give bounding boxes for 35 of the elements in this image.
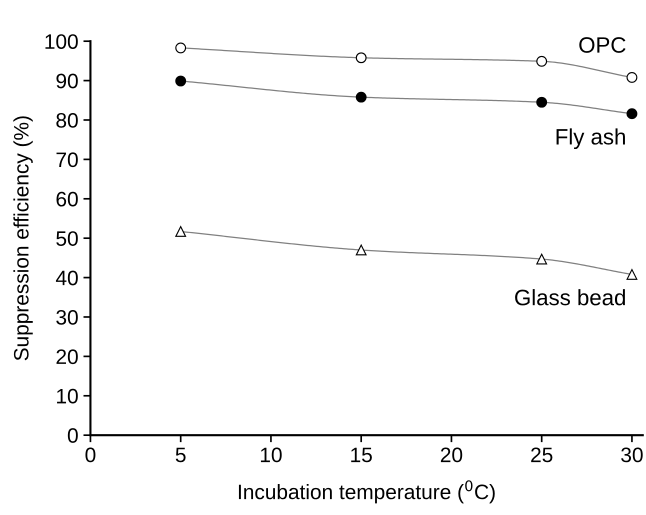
series-label: OPC <box>579 37 626 53</box>
y-tick-label: 100 <box>45 34 78 49</box>
point <box>536 254 548 264</box>
x-tick-label: 20 <box>440 448 462 462</box>
point <box>175 226 186 237</box>
y-tick-label: 90 <box>56 74 78 88</box>
y-tick-label: 60 <box>56 192 78 207</box>
point <box>356 52 367 64</box>
point <box>356 92 367 103</box>
point <box>175 76 186 86</box>
point <box>536 96 548 108</box>
y-tick-label: 40 <box>56 270 78 286</box>
point <box>626 72 638 83</box>
y-tick-label: 10 <box>57 388 78 404</box>
y-tick-label: 30 <box>56 310 78 325</box>
point <box>175 42 186 54</box>
x-axis-title: Incubation temperature ($^{0}$C) <box>238 480 495 504</box>
y-tick-label: 0 <box>68 428 78 443</box>
x-tick-label: 0 <box>85 448 96 462</box>
series-label: Glass bead <box>515 289 625 306</box>
point <box>536 56 548 67</box>
x-tick-label: 15 <box>351 448 372 462</box>
series-label: Fly ash <box>556 128 625 150</box>
y-tick-label: 20 <box>56 349 78 364</box>
point <box>626 269 638 280</box>
y-tick-label: 70 <box>56 152 78 168</box>
y-tick-label: 50 <box>56 231 78 246</box>
y-axis-title: Suppression efficiency (%) <box>13 116 33 360</box>
x-tick-label: 30 <box>621 448 643 462</box>
x-tick-label: 5 <box>176 448 186 462</box>
x-tick-label: 10 <box>260 448 282 462</box>
x-tick-label: 25 <box>531 448 552 462</box>
point <box>356 244 367 256</box>
y-tick-label: 80 <box>56 112 78 128</box>
point <box>626 108 638 120</box>
